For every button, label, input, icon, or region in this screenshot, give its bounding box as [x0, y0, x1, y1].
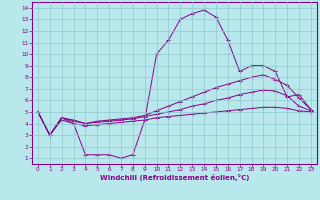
X-axis label: Windchill (Refroidissement éolien,°C): Windchill (Refroidissement éolien,°C)	[100, 174, 249, 181]
